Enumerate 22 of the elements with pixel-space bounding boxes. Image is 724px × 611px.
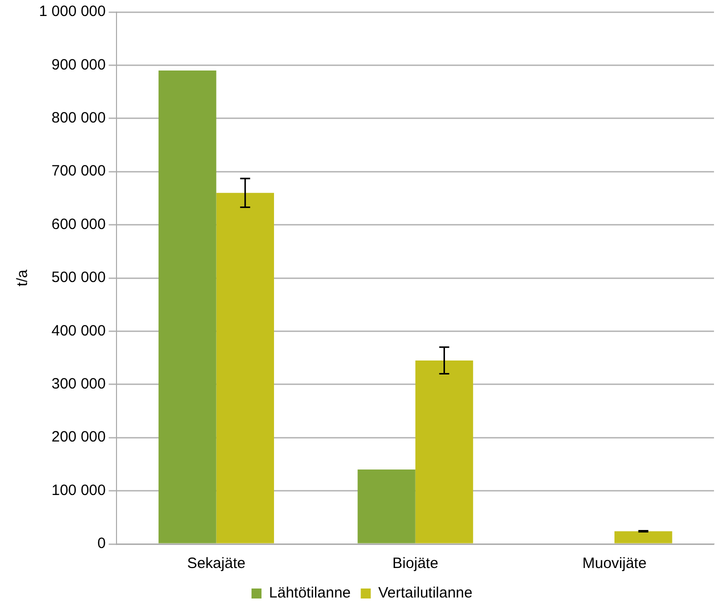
- y-tick-label: 800 000: [51, 110, 106, 127]
- bar: [216, 192, 274, 544]
- x-tick-label: Biojäte: [392, 555, 438, 572]
- y-tick-label: 100 000: [51, 482, 106, 499]
- y-tick-label: 200 000: [51, 428, 106, 446]
- bar: [614, 531, 672, 544]
- x-tick-label: Muovijäte: [582, 555, 647, 572]
- y-tick-label: 600 000: [51, 216, 106, 233]
- bar: [415, 360, 474, 544]
- y-tick-label: 700 000: [51, 162, 106, 180]
- y-axis-title: t/a: [14, 269, 32, 286]
- y-tick-label: 400 000: [51, 322, 106, 340]
- y-tick-label: 500 000: [51, 269, 106, 286]
- y-tick-label: 0: [97, 535, 106, 552]
- bar: [158, 70, 216, 544]
- legend-label: Lähtötilanne: [269, 584, 351, 602]
- x-tick-label: Sekajäte: [187, 555, 246, 572]
- y-tick-label: 300 000: [51, 376, 106, 393]
- y-tick-label: 900 000: [51, 56, 106, 74]
- legend-label: Vertailutilanne: [378, 584, 472, 602]
- bar: [358, 470, 416, 544]
- y-tick-label: 1 000 000: [38, 3, 106, 20]
